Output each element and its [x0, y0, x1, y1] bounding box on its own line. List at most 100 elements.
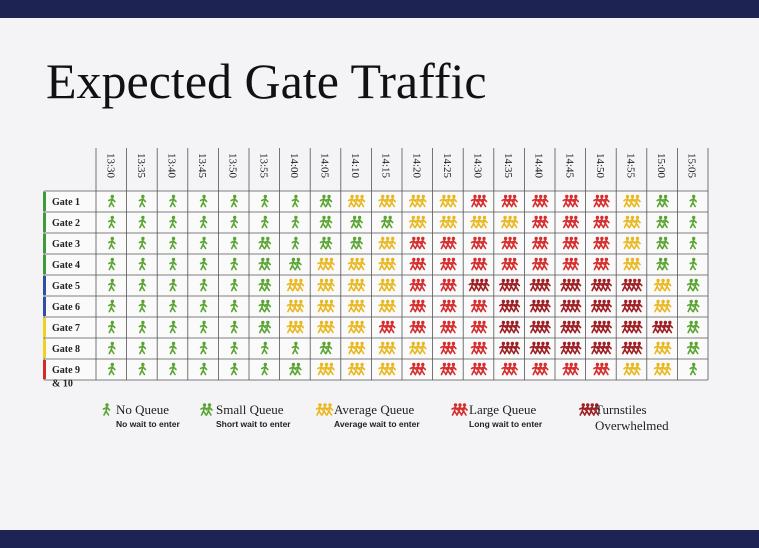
figure-body	[199, 344, 208, 355]
figure-body	[470, 260, 479, 271]
figure-head	[661, 278, 665, 283]
figure-head	[411, 215, 415, 220]
figure-body	[665, 323, 674, 334]
figure-body	[108, 281, 116, 292]
figure-body	[409, 218, 417, 229]
figure-body	[324, 218, 333, 229]
figure-head	[263, 341, 267, 346]
figure-body	[475, 344, 483, 355]
queue-icon	[230, 320, 238, 334]
figure-head	[322, 341, 326, 346]
gate-color-bar	[43, 213, 46, 232]
queue-icon	[531, 215, 549, 229]
figure-head	[233, 194, 237, 199]
figure-head	[532, 341, 536, 346]
figure-body	[230, 218, 238, 229]
legend-item: Turnstiles Overwhelmed	[595, 402, 695, 434]
figure-head	[233, 362, 237, 367]
figure-body	[325, 406, 334, 416]
figure-head	[360, 278, 364, 283]
time-header: 14:05	[319, 153, 331, 179]
figure-head	[590, 403, 594, 407]
figure-head	[658, 194, 663, 199]
figure-head	[539, 257, 543, 262]
figure-head	[624, 299, 628, 304]
figure-body	[347, 197, 356, 208]
figure-head	[635, 194, 640, 199]
figure-head	[421, 278, 425, 283]
figure-head	[261, 278, 265, 283]
figure-head	[360, 341, 364, 346]
figure-body	[529, 281, 538, 292]
figure-body	[508, 281, 516, 292]
figure-body	[564, 281, 573, 292]
figure-head	[597, 320, 602, 325]
figure-head	[692, 215, 696, 220]
figure-body	[263, 239, 272, 250]
figure-body	[691, 281, 700, 292]
queue-icon	[590, 320, 612, 334]
figure-head	[329, 278, 334, 283]
figure-head	[360, 362, 364, 367]
figure-head	[381, 236, 385, 241]
queue-icon	[169, 341, 177, 355]
figure-body	[138, 323, 147, 334]
figure-head	[628, 299, 632, 304]
figure-body	[538, 344, 547, 355]
figure-head	[624, 278, 628, 283]
figure-head	[637, 299, 641, 304]
figure-head	[658, 236, 663, 241]
queue-icon	[501, 236, 518, 250]
queue-icon	[501, 362, 518, 376]
figure-body	[663, 281, 672, 292]
figure-body	[322, 281, 330, 292]
figure-head	[442, 320, 447, 325]
figure-body	[529, 302, 538, 313]
time-header: 14:20	[410, 153, 422, 179]
figure-head	[391, 236, 395, 241]
figure-body	[634, 344, 643, 355]
figure-body	[263, 302, 272, 313]
figure-head	[689, 320, 693, 325]
figure-head	[416, 215, 420, 220]
figure-body	[602, 260, 610, 271]
figure-head	[141, 236, 145, 241]
figure-body	[296, 302, 305, 313]
figure-head	[635, 215, 640, 220]
figure-head	[266, 236, 270, 241]
legend-icon	[451, 403, 468, 416]
figure-body	[291, 197, 300, 208]
queue-icon	[470, 236, 488, 250]
figure-body	[322, 260, 330, 271]
queue-icon	[319, 215, 333, 229]
figure-body	[689, 365, 697, 376]
figure-head	[294, 299, 298, 304]
legend-label: Turnstiles Overwhelmed	[595, 402, 669, 433]
figure-body	[327, 281, 335, 292]
figure-body	[199, 365, 208, 376]
queue-icon	[409, 278, 427, 292]
legend-description: Average wait to enter	[334, 419, 420, 429]
figure-body	[444, 260, 453, 271]
queue-icon	[199, 215, 208, 229]
queue-icon	[529, 278, 551, 292]
queue-icon	[689, 257, 697, 271]
figure-head	[299, 299, 303, 304]
figure-body	[540, 365, 549, 376]
queue-icon	[378, 341, 396, 355]
queue-icon	[347, 341, 366, 355]
queue-icon	[378, 194, 396, 208]
figure-body	[633, 239, 641, 250]
queue-icon	[347, 320, 366, 334]
figure-body	[573, 323, 582, 334]
figure-body	[593, 365, 601, 376]
figure-body	[324, 197, 333, 208]
figure-body	[383, 344, 391, 355]
figure-head	[656, 341, 660, 346]
queue-icon	[439, 194, 458, 208]
figure-body	[440, 239, 448, 250]
legend-icon	[578, 403, 601, 416]
figure-body	[357, 197, 366, 208]
figure-head	[630, 257, 635, 262]
figure-head	[473, 320, 477, 325]
